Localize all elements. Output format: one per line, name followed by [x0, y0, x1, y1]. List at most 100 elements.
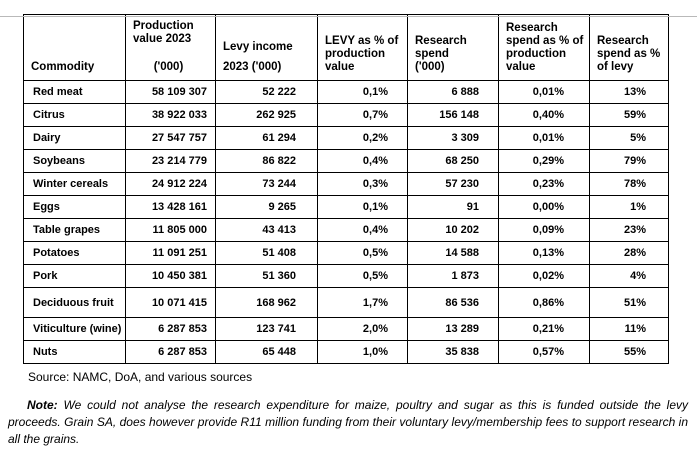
cell-levy-pct: 0,7%	[317, 103, 408, 127]
cell-commodity: Soybeans	[23, 149, 126, 173]
table-header-row: Commodity Production value 2023 ('000) L…	[23, 14, 669, 81]
cell-research-pct-production: 0,86%	[498, 287, 590, 318]
column-header-research-spend: Research spend ('000)	[407, 14, 499, 81]
cell-levy-pct: 0,4%	[317, 149, 408, 173]
cell-production-value: 10 071 415	[125, 287, 216, 318]
cell-research-spend: 156 148	[407, 103, 499, 127]
cell-levy-income: 262 925	[215, 103, 318, 127]
cell-commodity: Potatoes	[23, 241, 126, 265]
table-row: Red meat 58 109 307 52 222 0,1% 6 888 0,…	[23, 80, 669, 104]
cell-research-spend: 68 250	[407, 149, 499, 173]
note-label: Note:	[27, 398, 58, 412]
cell-commodity: Deciduous fruit	[23, 287, 126, 318]
cell-research-spend: 10 202	[407, 218, 499, 242]
cell-commodity: Citrus	[23, 103, 126, 127]
cell-levy-income: 86 822	[215, 149, 318, 173]
cell-production-value: 58 109 307	[125, 80, 216, 104]
cell-research-pct-levy: 51%	[589, 287, 669, 318]
note-paragraph: Note: We could not analyse the research …	[8, 397, 688, 448]
cell-levy-income: 123 741	[215, 317, 318, 341]
header-label: LEVY as % of production value	[325, 35, 399, 73]
cell-levy-income: 9 265	[215, 195, 318, 219]
cell-research-pct-production: 0,13%	[498, 241, 590, 265]
cell-research-pct-production: 0,57%	[498, 340, 590, 364]
column-header-levy-income: Levy income 2023 ('000)	[215, 14, 318, 81]
cell-research-pct-production: 0,29%	[498, 149, 590, 173]
source-line: Source: NAMC, DoA, and various sources	[28, 370, 253, 384]
header-sublabel: 2023 ('000)	[223, 61, 282, 73]
header-label: Levy income	[223, 41, 293, 53]
cell-levy-income: 73 244	[215, 172, 318, 196]
cell-levy-pct: 0,3%	[317, 172, 408, 196]
note-text: We could not analyse the research expend…	[8, 398, 688, 446]
cell-research-spend: 91	[407, 195, 499, 219]
cell-commodity: Viticulture (wine)	[23, 317, 126, 341]
column-header-research-pct-levy: Research spend as % of levy	[589, 14, 669, 81]
table-row: Nuts 6 287 853 65 448 1,0% 35 838 0,57% …	[23, 340, 669, 364]
cell-production-value: 27 547 757	[125, 126, 216, 150]
cell-research-pct-levy: 78%	[589, 172, 669, 196]
cell-production-value: 6 287 853	[125, 317, 216, 341]
cell-research-pct-production: 0,40%	[498, 103, 590, 127]
table-row: Eggs 13 428 161 9 265 0,1% 91 0,00% 1%	[23, 195, 669, 219]
cell-research-pct-production: 0,00%	[498, 195, 590, 219]
cell-research-pct-levy: 59%	[589, 103, 669, 127]
cell-commodity: Nuts	[23, 340, 126, 364]
cell-research-pct-production: 0,21%	[498, 317, 590, 341]
cell-research-spend: 1 873	[407, 264, 499, 288]
cell-commodity: Dairy	[23, 126, 126, 150]
cell-research-pct-production: 0,09%	[498, 218, 590, 242]
cell-production-value: 13 428 161	[125, 195, 216, 219]
cell-levy-income: 51 360	[215, 264, 318, 288]
cell-research-spend: 14 588	[407, 241, 499, 265]
cell-research-pct-levy: 11%	[589, 317, 669, 341]
cell-research-spend: 86 536	[407, 287, 499, 318]
cell-commodity: Winter cereals	[23, 172, 126, 196]
cell-levy-pct: 0,4%	[317, 218, 408, 242]
column-header-commodity: Commodity	[23, 14, 126, 81]
cell-commodity: Red meat	[23, 80, 126, 104]
table-row: Table grapes 11 805 000 43 413 0,4% 10 2…	[23, 218, 669, 242]
table-row: Citrus 38 922 033 262 925 0,7% 156 148 0…	[23, 103, 669, 127]
cell-research-pct-levy: 1%	[589, 195, 669, 219]
header-label: Research spend ('000)	[415, 35, 467, 73]
header-label: Research spend as % of production value	[506, 22, 584, 73]
cell-research-pct-production: 0,02%	[498, 264, 590, 288]
table-row: Pork 10 450 381 51 360 0,5% 1 873 0,02% …	[23, 264, 669, 288]
cell-levy-pct: 0,5%	[317, 241, 408, 265]
cell-levy-pct: 0,1%	[317, 195, 408, 219]
cell-production-value: 6 287 853	[125, 340, 216, 364]
table-row: Winter cereals 24 912 224 73 244 0,3% 57…	[23, 172, 669, 196]
cell-levy-pct: 0,2%	[317, 126, 408, 150]
cell-research-pct-production: 0,01%	[498, 80, 590, 104]
cell-levy-pct: 2,0%	[317, 317, 408, 341]
cell-production-value: 38 922 033	[125, 103, 216, 127]
cell-levy-income: 51 408	[215, 241, 318, 265]
cell-levy-pct: 1,0%	[317, 340, 408, 364]
cell-research-pct-levy: 13%	[589, 80, 669, 104]
cell-levy-pct: 0,5%	[317, 264, 408, 288]
header-label: Research spend as % of levy	[597, 35, 661, 73]
cell-commodity: Pork	[23, 264, 126, 288]
cell-research-pct-production: 0,01%	[498, 126, 590, 150]
page-top-rule	[0, 16, 697, 17]
cell-research-pct-levy: 55%	[589, 340, 669, 364]
cell-levy-income: 168 962	[215, 287, 318, 318]
cell-research-pct-levy: 28%	[589, 241, 669, 265]
header-sublabel: ('000)	[153, 61, 184, 73]
cell-research-spend: 35 838	[407, 340, 499, 364]
column-header-research-pct-production: Research spend as % of production value	[498, 14, 590, 81]
cell-levy-income: 65 448	[215, 340, 318, 364]
cell-production-value: 11 091 251	[125, 241, 216, 265]
cell-commodity: Table grapes	[23, 218, 126, 242]
cell-research-pct-levy: 4%	[589, 264, 669, 288]
header-label: Production value 2023	[133, 20, 194, 45]
cell-research-pct-levy: 23%	[589, 218, 669, 242]
cell-production-value: 11 805 000	[125, 218, 216, 242]
cell-levy-income: 61 294	[215, 126, 318, 150]
cell-research-pct-levy: 79%	[589, 149, 669, 173]
cell-levy-income: 52 222	[215, 80, 318, 104]
table-row: Viticulture (wine) 6 287 853 123 741 2,0…	[23, 317, 669, 341]
cell-research-spend: 13 289	[407, 317, 499, 341]
cell-research-spend: 57 230	[407, 172, 499, 196]
